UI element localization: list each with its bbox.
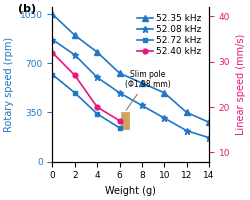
52.72 kHz — [73, 92, 76, 94]
52.35 kHz — [73, 34, 76, 37]
52.08 kHz — [208, 137, 210, 139]
52.08 kHz — [96, 76, 99, 79]
Line: 52.35 kHz: 52.35 kHz — [50, 11, 212, 125]
52.08 kHz — [140, 104, 143, 107]
52.40 kHz — [51, 51, 54, 54]
Line: 52.08 kHz: 52.08 kHz — [49, 36, 212, 141]
X-axis label: Weight (g): Weight (g) — [105, 186, 156, 196]
52.35 kHz — [51, 13, 54, 15]
52.35 kHz — [118, 72, 121, 74]
Y-axis label: Linear speed (mm/s): Linear speed (mm/s) — [236, 34, 246, 135]
52.35 kHz — [163, 92, 166, 94]
52.40 kHz — [96, 106, 99, 108]
52.72 kHz — [51, 73, 54, 76]
52.35 kHz — [96, 51, 99, 53]
52.35 kHz — [140, 82, 143, 84]
Line: 52.72 kHz: 52.72 kHz — [50, 72, 122, 130]
Legend: 52.35 kHz, 52.08 kHz, 52.72 kHz, 52.40 kHz: 52.35 kHz, 52.08 kHz, 52.72 kHz, 52.40 k… — [134, 12, 204, 59]
Text: Slim pole
(Φ1.98 mm): Slim pole (Φ1.98 mm) — [125, 70, 170, 110]
52.40 kHz — [118, 120, 121, 122]
52.08 kHz — [163, 117, 166, 119]
Y-axis label: Rotary speed (rpm): Rotary speed (rpm) — [4, 37, 14, 132]
52.35 kHz — [185, 111, 188, 114]
Line: 52.40 kHz: 52.40 kHz — [50, 50, 122, 123]
52.08 kHz — [185, 129, 188, 132]
Bar — [121, 112, 128, 129]
52.35 kHz — [208, 121, 210, 123]
52.72 kHz — [96, 113, 99, 115]
52.08 kHz — [51, 38, 54, 41]
52.72 kHz — [118, 127, 121, 129]
Text: (b): (b) — [18, 4, 36, 14]
52.40 kHz — [73, 74, 76, 77]
52.08 kHz — [118, 92, 121, 94]
52.08 kHz — [73, 54, 76, 56]
